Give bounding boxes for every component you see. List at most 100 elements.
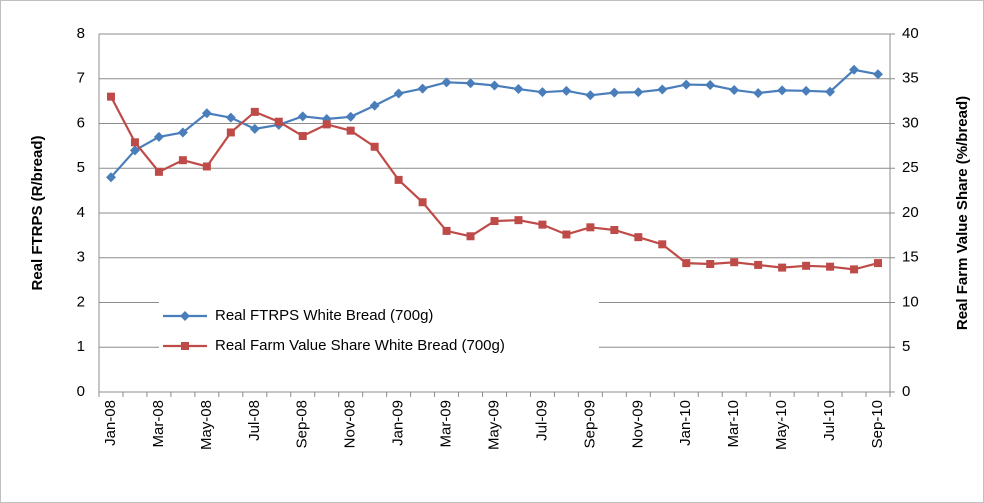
point (562, 230, 571, 239)
point (105, 172, 116, 183)
point (873, 69, 884, 80)
point (394, 175, 403, 184)
point (489, 80, 500, 91)
y2-tick-label: 25 (902, 159, 919, 176)
point (514, 216, 523, 225)
x-tick-label: Mar-09 (438, 400, 455, 448)
point (537, 87, 548, 98)
point (297, 111, 308, 122)
point (322, 120, 331, 129)
point (298, 132, 307, 141)
point (538, 220, 547, 229)
legend-label: Real FTRPS White Bread (700g) (215, 307, 433, 324)
point (441, 77, 452, 88)
y-tick-label: 5 (77, 159, 85, 176)
x-tick-label: Jan-09 (390, 400, 407, 446)
point (345, 111, 356, 122)
y-tick-label: 2 (77, 293, 85, 310)
point (610, 226, 619, 235)
point (226, 128, 235, 137)
y-tick-label: 3 (77, 249, 85, 266)
y2-tick-label: 30 (902, 114, 919, 131)
y2-tick-label: 40 (902, 25, 919, 42)
point (681, 79, 692, 90)
x-tick-label: May-08 (198, 400, 215, 450)
x-tick-label: Jul-08 (246, 400, 263, 441)
y-tick-label: 4 (77, 204, 85, 221)
point (849, 64, 860, 75)
point (202, 162, 211, 171)
point (585, 90, 596, 101)
point (490, 217, 499, 226)
point (370, 142, 379, 151)
y-axis-title: Real FTRPS (R/bread) (29, 135, 46, 290)
y2-tick-label: 0 (902, 383, 910, 400)
point (442, 226, 451, 235)
point (754, 260, 763, 269)
point (706, 260, 715, 269)
y2-tick-label: 35 (902, 70, 919, 87)
point (609, 87, 620, 98)
point (825, 86, 836, 97)
y2-tick-label: 10 (902, 293, 919, 310)
y-tick-label: 7 (77, 70, 85, 87)
y2-axis-title: Real Farm Value Share (%/bread) (954, 96, 971, 330)
point (561, 85, 572, 96)
point (130, 138, 139, 147)
x-tick-label: Jul-09 (533, 400, 550, 441)
point (106, 92, 115, 101)
point (634, 233, 643, 242)
point (129, 145, 140, 156)
point (418, 198, 427, 207)
point (178, 156, 187, 165)
point (802, 261, 811, 270)
point (658, 240, 667, 249)
point (657, 84, 668, 95)
y-tick-label: 8 (77, 25, 85, 42)
y-tick-label: 0 (77, 383, 85, 400)
point (249, 123, 260, 134)
point (705, 80, 716, 91)
y2-tick-label: 20 (902, 204, 919, 221)
x-tick-label: Jan-10 (677, 400, 694, 446)
point (633, 87, 644, 98)
x-tick-label: Sep-09 (581, 400, 598, 448)
point (826, 262, 835, 271)
point (346, 126, 355, 135)
point (801, 85, 812, 96)
x-tick-label: May-09 (485, 400, 502, 450)
point (682, 259, 691, 268)
point (850, 265, 859, 274)
point (586, 223, 595, 232)
point (154, 167, 163, 176)
y-tick-label: 1 (77, 338, 85, 355)
point (369, 100, 380, 111)
x-tick-label: Nov-08 (342, 400, 359, 448)
x-tick-label: Jul-10 (821, 400, 838, 441)
point (466, 232, 475, 241)
y2-tick-label: 15 (902, 249, 919, 266)
x-tick-label: Sep-10 (869, 400, 886, 448)
x-tick-label: May-10 (773, 400, 790, 450)
legend-marker (181, 342, 189, 350)
point (729, 84, 740, 95)
x-tick-label: Mar-08 (150, 400, 167, 448)
legend-marker (180, 311, 190, 321)
legend-box (159, 300, 599, 364)
legend-label: Real Farm Value Share White Bread (700g) (215, 337, 505, 354)
point (177, 127, 188, 138)
point (274, 117, 283, 126)
point (225, 112, 236, 123)
point (874, 259, 883, 268)
point (393, 88, 404, 99)
point (465, 78, 476, 89)
point (777, 85, 788, 96)
x-tick-label: Jan-08 (102, 400, 119, 446)
x-tick-label: Sep-08 (294, 400, 311, 448)
point (778, 263, 787, 272)
y-tick-label: 6 (77, 114, 85, 131)
point (250, 107, 259, 116)
point (513, 84, 524, 95)
point (730, 258, 739, 267)
